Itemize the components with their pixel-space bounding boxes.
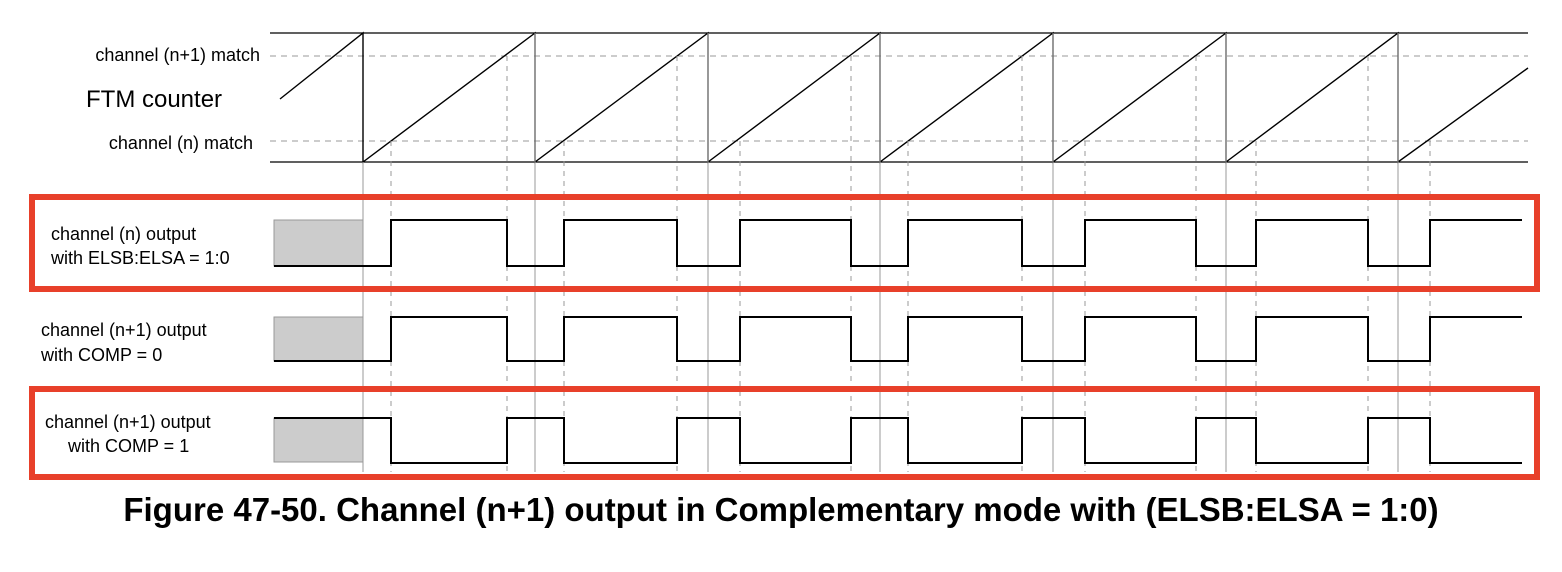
- counter-sawtooth: [279, 31, 1529, 164]
- counter-section: [270, 31, 1529, 164]
- waveform-channel-n1-comp1: [274, 417, 1522, 464]
- signal-label-channel-n1-comp0-line1: channel (n+1) output: [41, 320, 207, 340]
- channel-n1-match-label: channel (n+1) match: [95, 45, 260, 65]
- figure-caption: Figure 47-50. Channel (n+1) output in Co…: [123, 491, 1439, 528]
- match-guide-lines: [390, 56, 1431, 472]
- ftm-counter-title: FTM counter: [86, 86, 223, 113]
- waveform-channel-n-output: [274, 219, 1522, 267]
- signal-label-channel-n1-comp1-line1: channel (n+1) output: [45, 412, 211, 432]
- highlight-box-channel-n: [29, 194, 1540, 292]
- signal-label-channel-n1-comp0-line2: with COMP = 0: [41, 345, 163, 365]
- unknown-state-box: [273, 417, 364, 463]
- period-boundary-lines: [362, 33, 1399, 472]
- unknown-state-box: [273, 316, 364, 362]
- highlight-box-channel-n1-comp1: [29, 386, 1540, 480]
- waveform-channel-n1-comp0: [274, 316, 1522, 362]
- signal-label-channel-n-line1: channel (n) output: [51, 224, 197, 244]
- signal-label-channel-n1-comp1-line2: with COMP = 1: [68, 436, 190, 456]
- unknown-state-box: [273, 219, 364, 267]
- channel-n-match-label: channel (n) match: [108, 133, 253, 153]
- signal-label-channel-n-line2: with ELSB:ELSA = 1:0: [51, 248, 230, 268]
